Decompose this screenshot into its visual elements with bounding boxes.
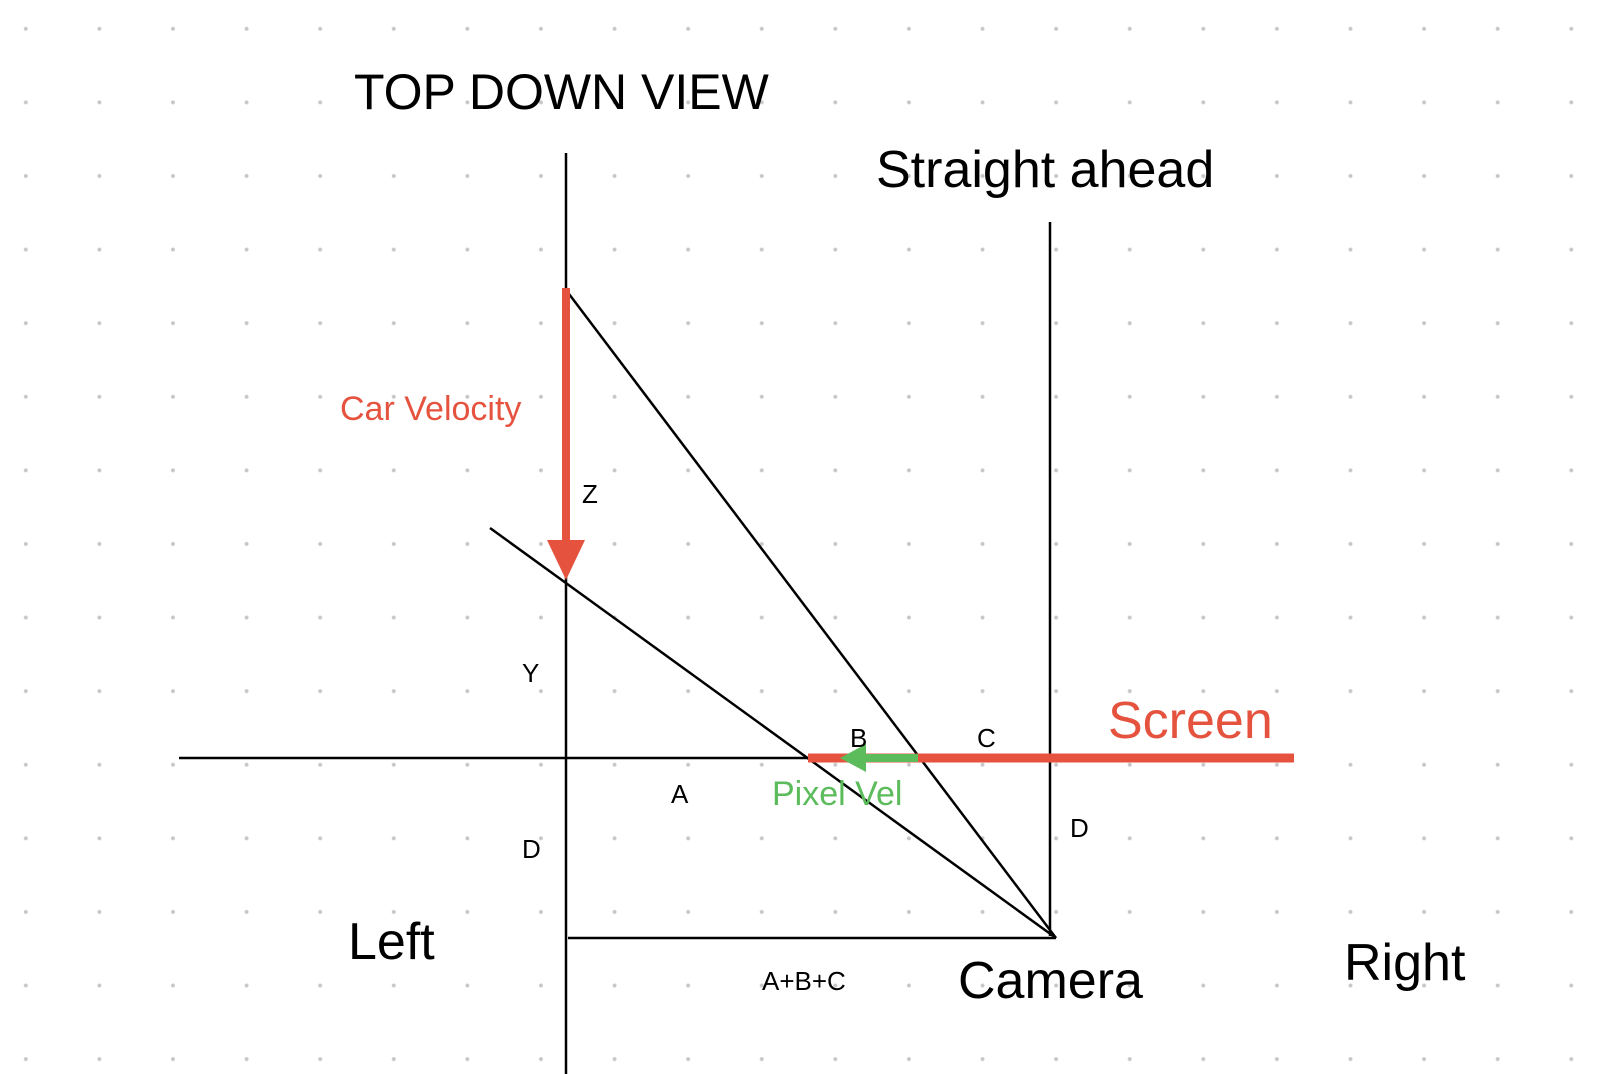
label-z: Z [582, 479, 598, 509]
diagram-title: TOP DOWN VIEW [354, 64, 770, 120]
pixel-velocity-arrow-head [840, 744, 866, 772]
label-straight-ahead: Straight ahead [876, 141, 1214, 199]
label-d-right: D [1070, 813, 1089, 843]
label-c: C [977, 723, 996, 753]
label-camera: Camera [958, 952, 1143, 1010]
car-velocity-arrow-head [547, 540, 585, 580]
label-left: Left [348, 913, 435, 971]
label-d-left: D [522, 834, 541, 864]
label-a-b-c: A+B+C [762, 966, 846, 996]
label-pixel-vel: Pixel Vel [772, 775, 902, 813]
label-y: Y [522, 658, 539, 688]
label-right: Right [1344, 934, 1466, 992]
label-a: A [671, 779, 689, 809]
label-screen: Screen [1108, 692, 1273, 750]
label-b: B [850, 723, 867, 753]
label-car-velocity: Car Velocity [340, 390, 521, 428]
ray-to-car-start [565, 289, 1057, 939]
ray-to-car-end [489, 526, 1057, 940]
